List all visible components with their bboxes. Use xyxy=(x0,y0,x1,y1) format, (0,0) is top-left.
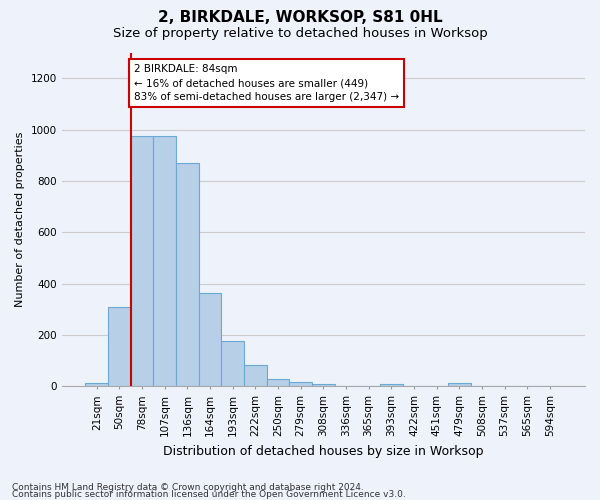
Bar xyxy=(448,384,470,386)
Bar xyxy=(266,380,289,386)
Text: 2, BIRKDALE, WORKSOP, S81 0HL: 2, BIRKDALE, WORKSOP, S81 0HL xyxy=(158,10,442,25)
Bar xyxy=(244,364,266,386)
Bar xyxy=(176,163,199,386)
Bar xyxy=(154,136,176,386)
Bar xyxy=(199,292,221,386)
Bar xyxy=(131,136,154,386)
X-axis label: Distribution of detached houses by size in Worksop: Distribution of detached houses by size … xyxy=(163,444,484,458)
Bar xyxy=(221,342,244,386)
Bar xyxy=(108,307,131,386)
Bar xyxy=(85,384,108,386)
Text: Size of property relative to detached houses in Worksop: Size of property relative to detached ho… xyxy=(113,28,487,40)
Bar xyxy=(380,384,403,386)
Bar xyxy=(312,384,335,386)
Text: 2 BIRKDALE: 84sqm
← 16% of detached houses are smaller (449)
83% of semi-detache: 2 BIRKDALE: 84sqm ← 16% of detached hous… xyxy=(134,64,399,102)
Text: Contains HM Land Registry data © Crown copyright and database right 2024.: Contains HM Land Registry data © Crown c… xyxy=(12,484,364,492)
Text: Contains public sector information licensed under the Open Government Licence v3: Contains public sector information licen… xyxy=(12,490,406,499)
Y-axis label: Number of detached properties: Number of detached properties xyxy=(15,132,25,307)
Bar xyxy=(289,382,312,386)
